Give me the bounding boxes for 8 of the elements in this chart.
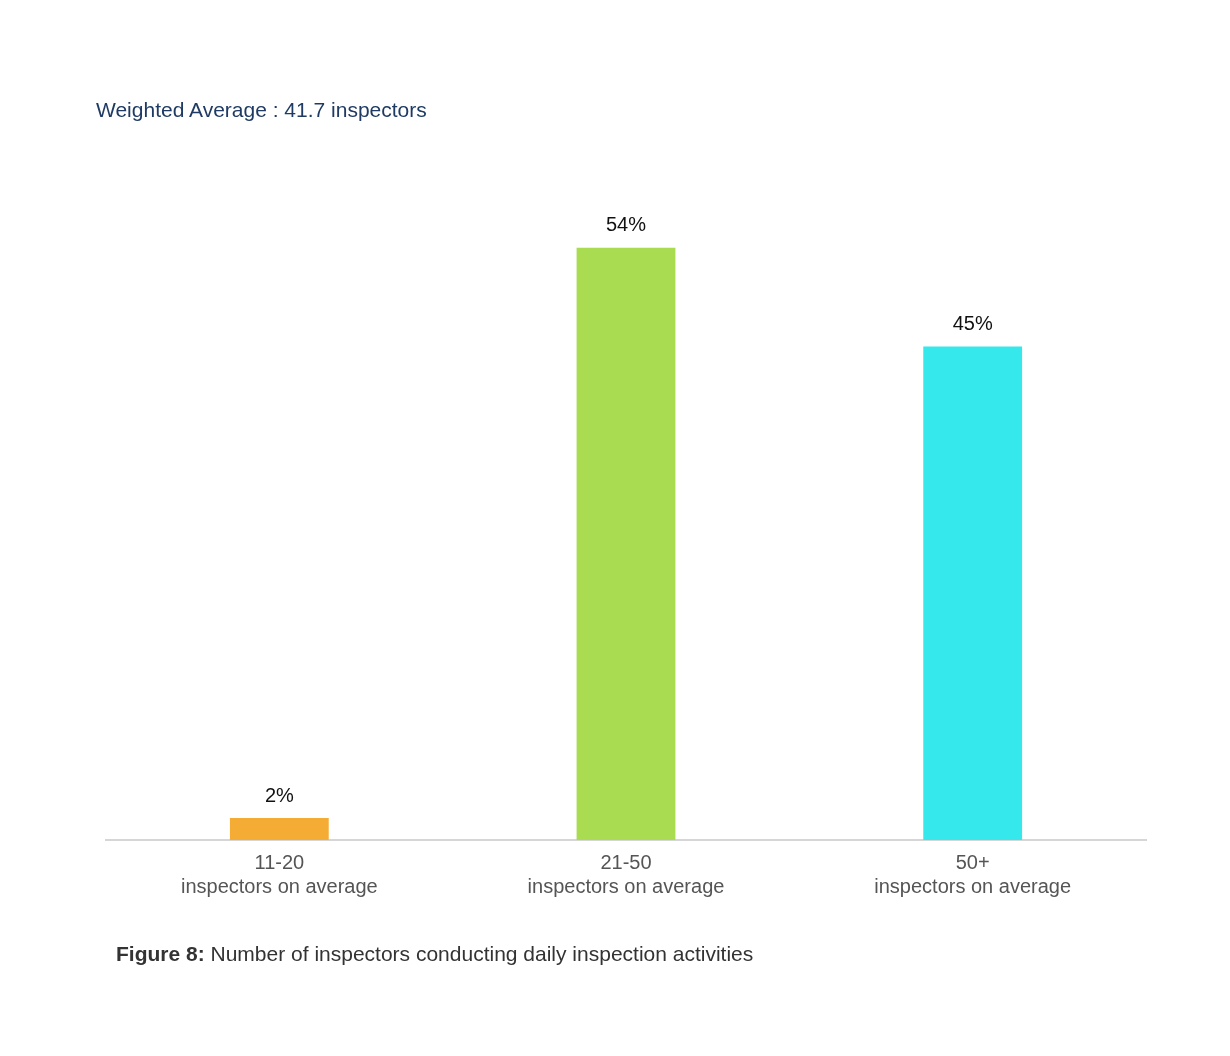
caption: Figure 8: Number of inspectors conducting daily inspection activities [116,942,755,966]
data-label: 54% [605,213,647,236]
x-tick-label: 50+ inspectors on average [874,850,1072,897]
data-label: 2% [264,783,294,806]
data-label: 45% [952,312,993,335]
x-tick-label: 11-20 inspectors on average [180,850,378,897]
chart-title: Weighted Average : 41.7 inspectors [96,98,428,122]
x-tick-label: 21-50 inspectors on average [527,850,725,897]
